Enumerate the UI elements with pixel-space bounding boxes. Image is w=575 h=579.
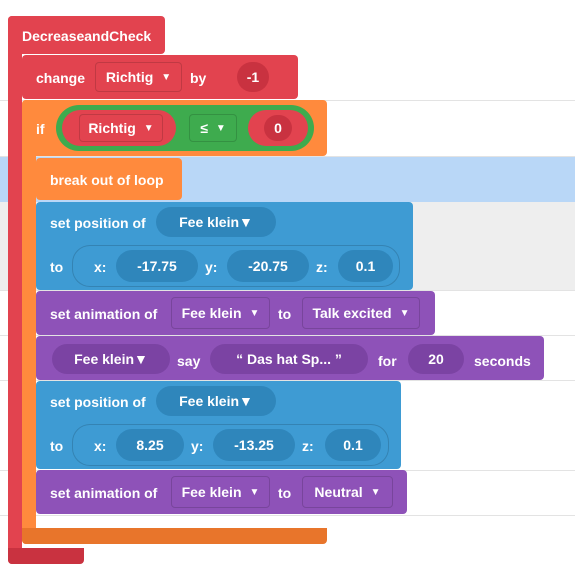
y-label: y: [205,259,218,275]
for-label: for [378,353,397,369]
row-divider [0,335,575,336]
y-value: -20.75 [248,258,288,274]
condition-variable-value: Richtig [88,120,136,136]
row-divider [0,515,575,516]
animation-value: Talk excited [312,305,392,321]
to-label: to [50,259,64,275]
if-label: if [36,121,45,137]
function-footer [8,548,84,564]
animation-dropdown[interactable]: Talk excited ▼ [302,297,420,329]
row-divider [0,156,575,157]
to-label: to [278,485,292,501]
set-position-target-value: Fee klein [179,214,240,230]
set-animation-label: set animation of [50,485,158,501]
say-text-value: “ Das hat Sp... ” [236,351,342,367]
function-header[interactable] [8,16,165,54]
chevron-down-icon: ▼ [239,214,253,230]
x-label: x: [94,438,107,454]
chevron-down-icon: ▼ [161,71,172,83]
comparison-operator-value: ≤ [200,120,208,136]
change-value: -1 [246,69,260,85]
x-value: 8.25 [136,437,164,453]
x-value-input[interactable]: 8.25 [116,429,184,461]
chevron-down-icon: ▼ [143,122,154,134]
set-animation-target-value: Fee klein [181,484,242,500]
chevron-down-icon: ▼ [239,393,253,409]
animation-value: Neutral [314,484,363,500]
if-block[interactable] [22,100,36,544]
row-divider [0,380,575,381]
z-value-input[interactable]: 0.1 [325,429,381,461]
condition-value: 0 [274,120,282,136]
y-value: -13.25 [234,437,274,453]
x-label: x: [94,259,107,275]
z-value: 0.1 [343,437,363,453]
set-position-target-dropdown[interactable]: Fee klein ▼ [156,386,276,416]
duration-input[interactable]: 20 [408,344,464,374]
y-value-input[interactable]: -20.75 [227,250,309,282]
to-label: to [50,438,64,454]
y-label: y: [191,438,204,454]
z-label: z: [316,259,328,275]
say-target-value: Fee klein [74,351,135,367]
chevron-down-icon: ▼ [399,307,410,319]
say-target-dropdown[interactable]: Fee klein ▼ [52,344,170,374]
row-divider [0,290,575,291]
if-footer [22,528,327,544]
break-block[interactable] [36,158,182,200]
set-animation-label: set animation of [50,306,158,322]
condition-variable-dropdown[interactable]: Richtig ▼ [79,114,163,142]
change-variable-dropdown[interactable]: Richtig ▼ [95,62,182,92]
duration-value: 20 [428,351,444,367]
chevron-down-icon: ▼ [134,351,148,367]
say-text-input[interactable]: “ Das hat Sp... ” [210,344,368,374]
y-value-input[interactable]: -13.25 [213,429,295,461]
comparison-operator-dropdown[interactable]: ≤ ▼ [189,114,237,142]
x-value-input[interactable]: -17.75 [116,250,198,282]
chevron-down-icon: ▼ [249,307,260,319]
set-animation-target-value: Fee klein [181,305,242,321]
seconds-label: seconds [474,353,531,369]
set-position-target-dropdown[interactable]: Fee klein ▼ [156,207,276,237]
function-name[interactable]: DecreaseandCheck [22,28,152,44]
condition-value-input[interactable]: 0 [264,115,292,141]
set-position-target-value: Fee klein [179,393,240,409]
animation-dropdown[interactable]: Neutral ▼ [302,476,393,508]
change-label: change [36,70,86,86]
function-block[interactable] [8,16,22,564]
z-label: z: [302,438,314,454]
x-value: -17.75 [137,258,177,274]
set-animation-target-dropdown[interactable]: Fee klein ▼ [171,297,270,329]
change-value-input[interactable]: -1 [237,62,269,92]
chevron-down-icon: ▼ [370,486,381,498]
break-label: break out of loop [50,172,164,188]
set-position-label: set position of [50,394,146,410]
change-variable-value: Richtig [105,69,154,85]
by-label: by [190,70,207,86]
chevron-down-icon: ▼ [249,486,260,498]
set-position-label: set position of [50,215,146,231]
z-value-input[interactable]: 0.1 [338,250,393,282]
say-label: say [177,353,201,369]
set-animation-target-dropdown[interactable]: Fee klein ▼ [171,476,270,508]
z-value: 0.1 [355,258,376,274]
to-label: to [278,306,292,322]
chevron-down-icon: ▼ [215,122,226,134]
